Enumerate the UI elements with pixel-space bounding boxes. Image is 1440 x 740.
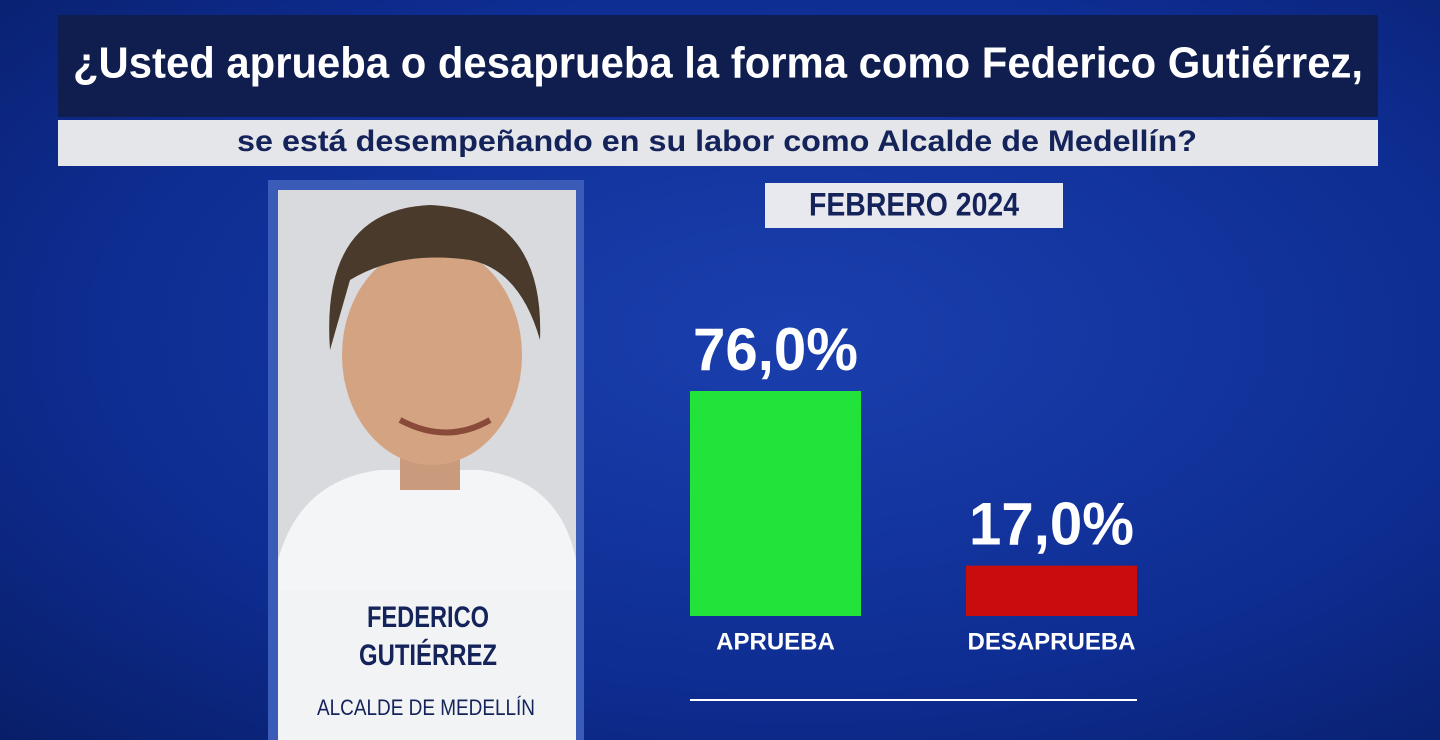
value-label: 17,0%	[969, 491, 1134, 558]
chart-title: ¿Usted aprueba o desaprueba la forma com…	[73, 39, 1363, 88]
portrait	[278, 205, 576, 590]
subtitle-bar	[58, 120, 1378, 166]
period-box	[765, 183, 1063, 228]
period-label: FEBRERO 2024	[809, 186, 1019, 222]
bar	[690, 391, 861, 616]
profile-name: GUTIÉRREZ	[359, 638, 497, 672]
profile-role: ALCALDE DE MEDELLÍN	[317, 695, 535, 720]
name-panel	[278, 590, 576, 740]
chart-subtitle: se está desempeñando en su labor como Al…	[237, 125, 1197, 158]
category-label: APRUEBA	[716, 628, 835, 655]
title-bar	[58, 15, 1378, 117]
profile-name: FEDERICO	[367, 601, 489, 634]
category-label: DESAPRUEBA	[967, 628, 1135, 655]
value-label: 76,0%	[693, 316, 858, 383]
bar	[966, 565, 1137, 616]
